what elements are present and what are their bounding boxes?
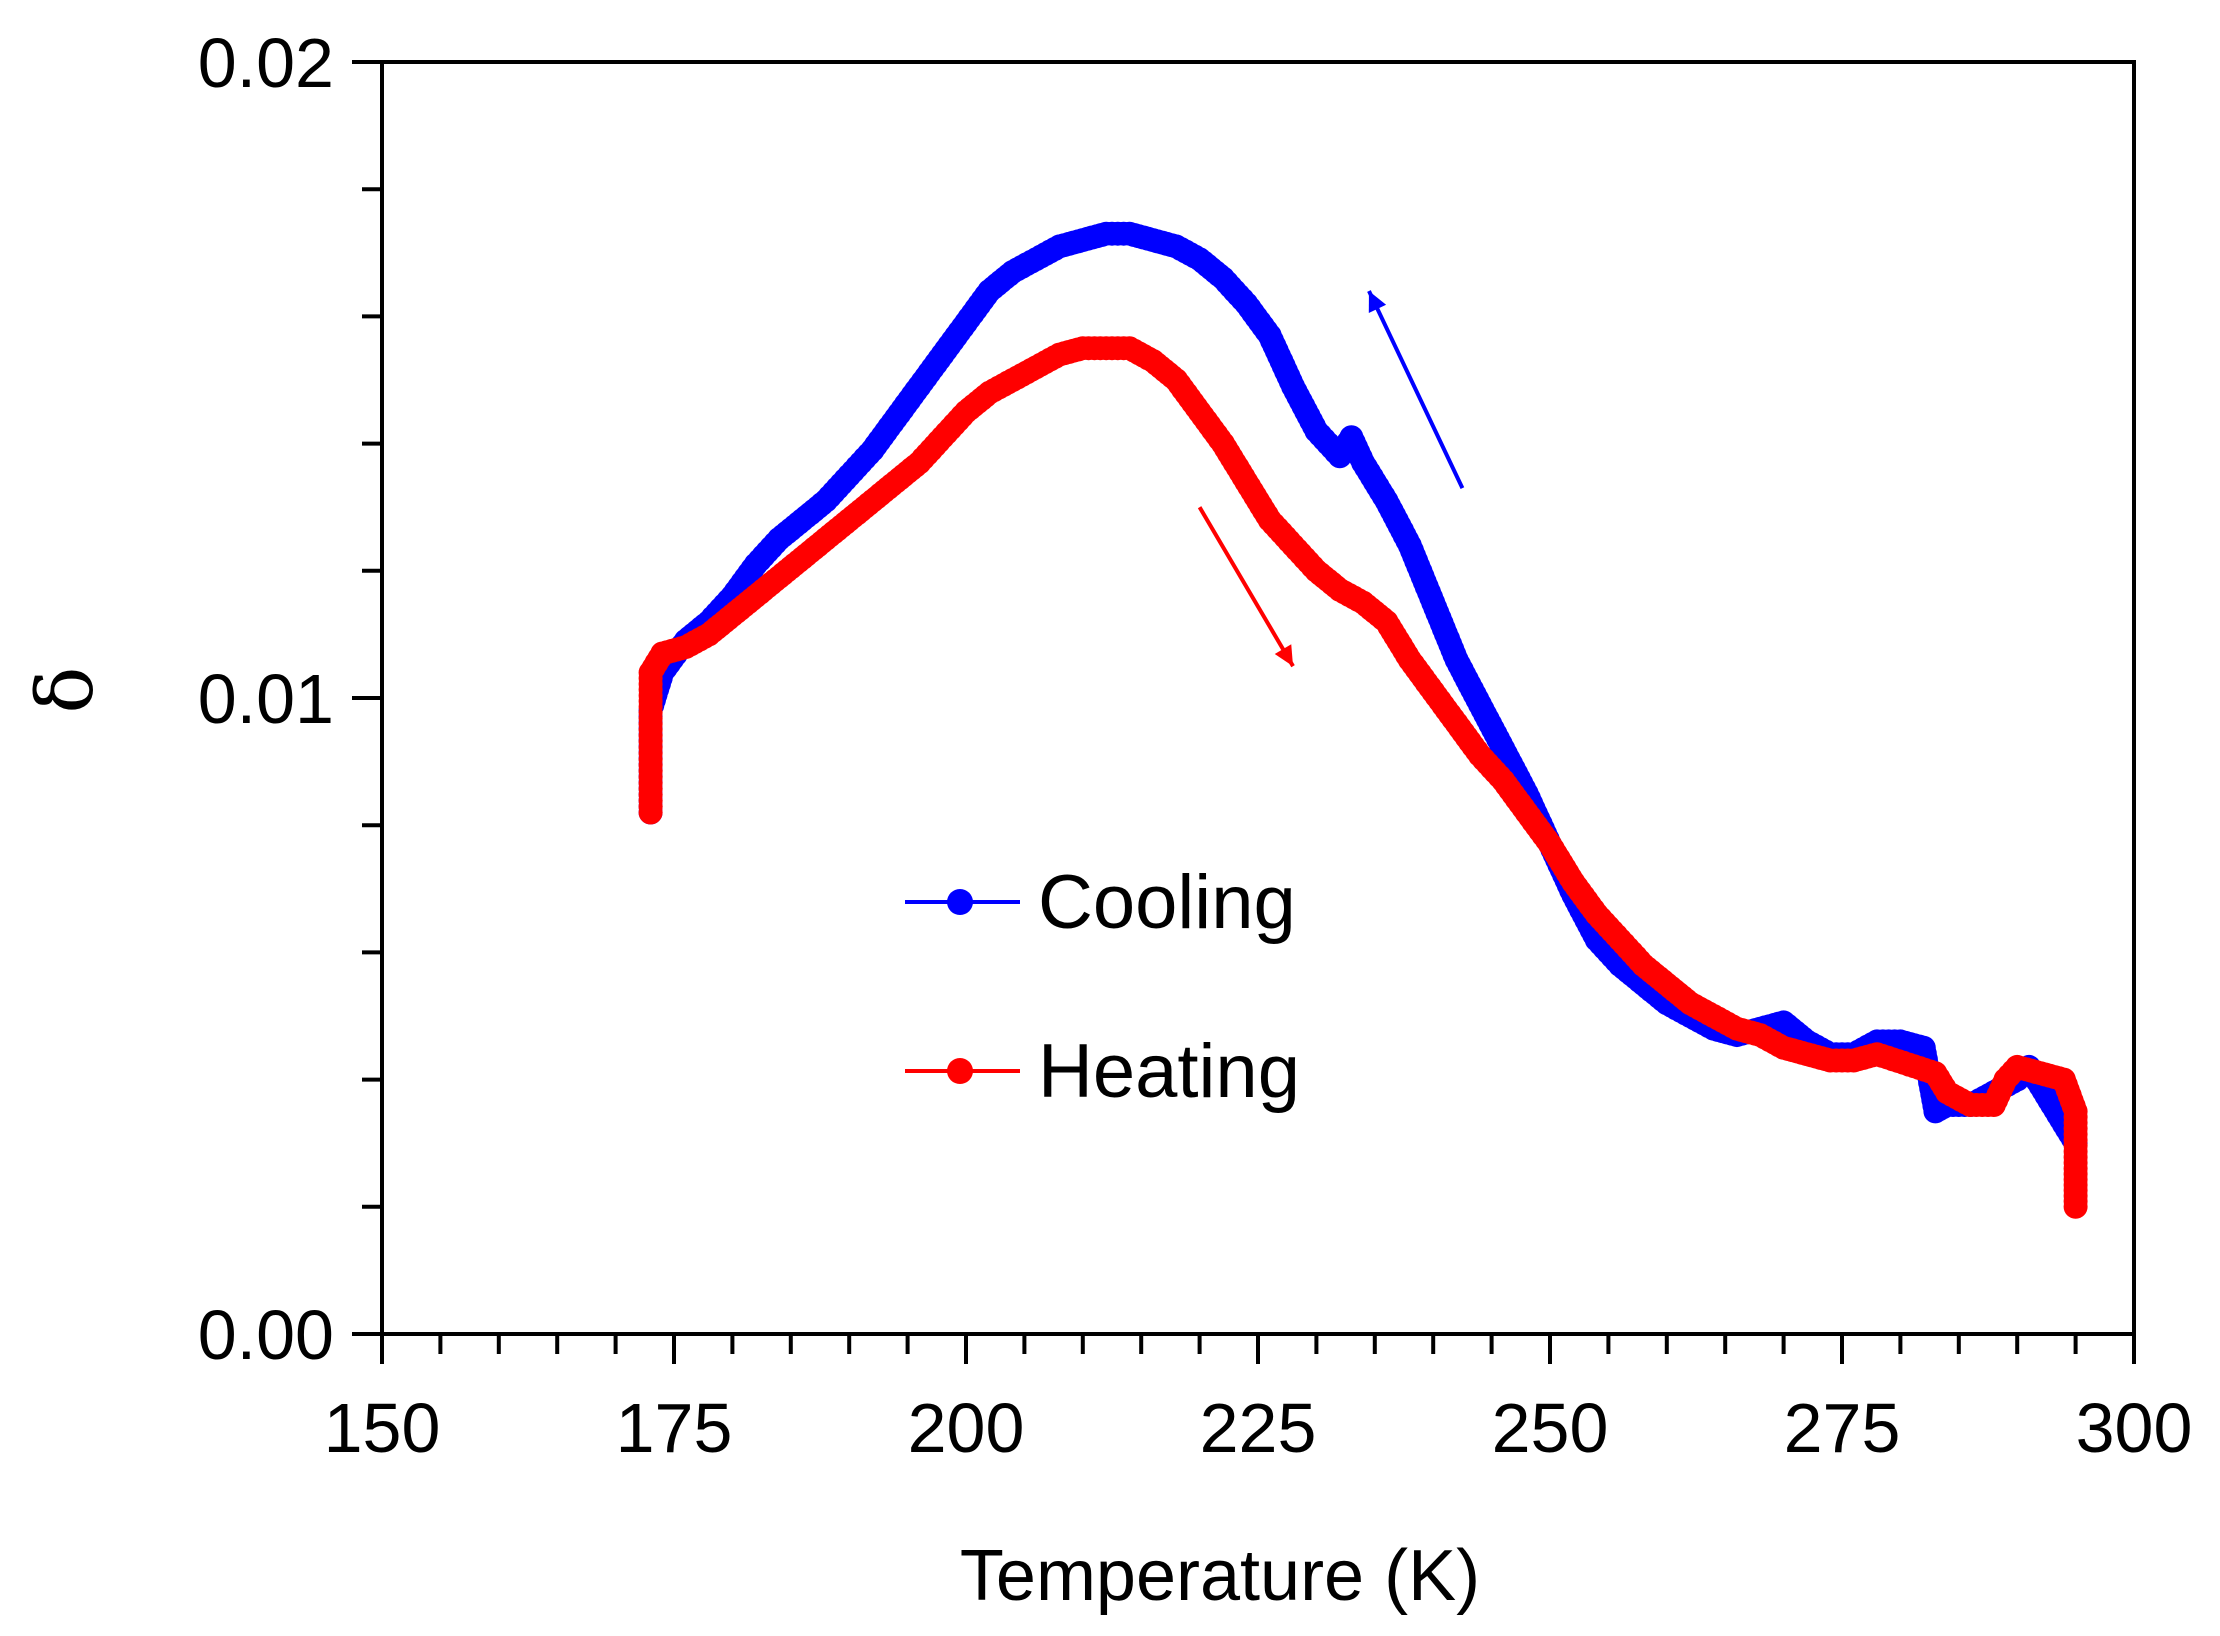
direction-arrow-line [1367,290,1465,489]
data-point [2063,1194,2088,1219]
legend-entry-heating: Heating [905,1029,1300,1114]
direction-arrow-line [1197,506,1295,668]
series-heating [638,336,2088,1219]
y-tick-label: 0.02 [198,24,334,102]
series-layer [638,221,2088,1219]
x-tick-label: 250 [1492,1389,1609,1467]
legend-label-heating: Heating [1038,1029,1300,1114]
direction-arrow-head [1368,290,1387,313]
legend-marker-heating [947,1058,973,1084]
legend-entry-cooling: Cooling [905,860,1296,945]
x-tick-label: 175 [616,1389,733,1467]
annotation-layer [1197,290,1465,668]
legend: Cooling Heating [905,860,1300,1114]
series-cooling [638,221,2088,1156]
x-tick-label: 225 [1200,1389,1317,1467]
direction-arrow-head [1274,644,1294,667]
x-tick-label: 200 [908,1389,1025,1467]
y-axis-title: δ [21,667,111,714]
x-tick-label: 275 [1784,1389,1901,1467]
x-tick-label: 300 [2076,1389,2193,1467]
y-axis: 0.00 0.01 0.02 [198,24,382,1374]
x-tick-label: 150 [324,1389,441,1467]
x-axis-title: Temperature (K) [960,1536,1480,1616]
legend-label-cooling: Cooling [1038,860,1296,945]
legend-marker-cooling [947,889,973,915]
y-tick-label: 0.01 [198,660,334,738]
y-tick-label: 0.00 [198,1296,334,1374]
x-axis: 150 175 200 225 250 275 300 [324,1334,2193,1467]
